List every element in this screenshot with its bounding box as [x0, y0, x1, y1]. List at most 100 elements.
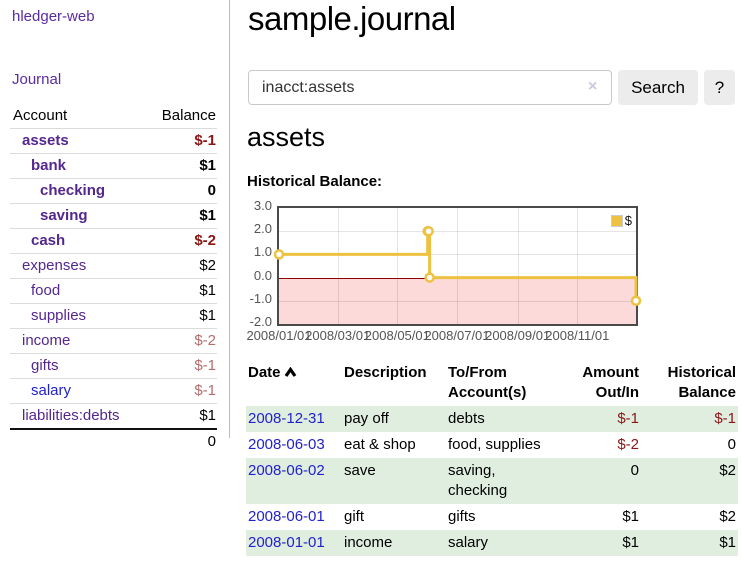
legend-swatch-icon: [610, 214, 623, 227]
sidebar: hledger-web Journal Account Balance asse…: [0, 0, 230, 454]
historical-balance-chart: $ 3.0 2.0 1.0 0.0 -1.0 -2.0 2008/01/01 2008/03…: [246, 198, 742, 346]
account-total-balance: 0: [142, 428, 217, 454]
account-link-salary[interactable]: salary: [31, 382, 72, 399]
transaction-date-link[interactable]: 2008-06-03: [248, 436, 325, 453]
transaction-date-link[interactable]: 2008-12-31: [248, 410, 325, 427]
chart-vertical-gridline: [517, 208, 519, 324]
chart-x-tick-label: 2008/01/01: [246, 328, 312, 343]
chart-x-tick-label: 2008/09/01: [485, 328, 551, 343]
register-table: Date Description To/From Account(s) Amou…: [246, 360, 738, 556]
account-balance: $1: [142, 203, 217, 229]
register-row: 2008-06-01 gift gifts $1 $2: [246, 504, 738, 530]
account-link-saving[interactable]: saving: [40, 207, 88, 224]
chart-horizontal-gridline: [279, 300, 636, 302]
chart-vertical-gridline: [577, 208, 579, 324]
page-title: sample.journal: [248, 0, 456, 37]
chart-x-tick-label: 2008/03/01: [305, 328, 371, 343]
table-row: checking 0: [10, 178, 217, 204]
search-input[interactable]: [248, 70, 612, 105]
transaction-accounts: gifts: [448, 508, 476, 525]
table-row: assets $-1: [10, 128, 217, 154]
account-balance: $-2: [142, 228, 217, 254]
chart-vertical-gridline: [457, 208, 458, 324]
table-row: salary $-1: [10, 378, 217, 404]
chart-series-line: [273, 225, 642, 307]
table-row: cash $-2: [10, 228, 217, 254]
transaction-description: pay off: [344, 410, 389, 427]
account-link-bank[interactable]: bank: [31, 157, 67, 174]
chart-negative-region: [279, 277, 636, 324]
transaction-balance: 0: [727, 436, 736, 453]
transaction-accounts: food, supplies: [448, 436, 541, 453]
tofrom-header: To/From Account(s): [448, 364, 527, 401]
chart-x-tick-label: 2008/05/01: [364, 328, 430, 343]
transaction-date-link[interactable]: 2008-06-02: [248, 462, 325, 479]
account-balance: $-2: [142, 328, 217, 354]
account-link-assets[interactable]: assets: [22, 132, 69, 149]
table-row: food $1: [10, 278, 217, 304]
account-balance: $-1: [142, 128, 217, 154]
table-row: liabilities:debts $1: [10, 403, 217, 429]
transaction-amount: $-2: [617, 436, 639, 453]
chart-legend: $: [609, 212, 633, 229]
chart-x-tick-label: 2008/11/01: [545, 328, 610, 343]
sort-by-date-header[interactable]: Date: [246, 360, 342, 406]
transaction-amount: $1: [622, 534, 639, 551]
table-row: saving $1: [10, 203, 217, 229]
chart-y-tick-label: 3.0: [253, 198, 272, 213]
account-link-expenses[interactable]: expenses: [22, 257, 87, 274]
chart-y-tick-label: 0.0: [253, 267, 272, 283]
chart-y-tick-label: 2.0: [253, 221, 272, 237]
chart-data-point: [424, 272, 435, 283]
account-link-supplies[interactable]: supplies: [31, 307, 87, 324]
transaction-accounts: saving, checking: [448, 462, 508, 499]
account-link-food[interactable]: food: [31, 282, 61, 299]
amount-header: Amount Out/In: [582, 364, 639, 401]
legend-label: $: [624, 213, 632, 228]
transaction-amount: 0: [630, 462, 639, 479]
help-button[interactable]: ?: [704, 70, 735, 105]
account-link-checking[interactable]: checking: [40, 182, 106, 199]
account-balance: $-1: [142, 353, 217, 379]
transaction-accounts: debts: [448, 410, 485, 427]
account-balance: $1: [142, 153, 217, 179]
transaction-amount: $-1: [617, 410, 639, 427]
transaction-date-link[interactable]: 2008-06-01: [248, 508, 325, 525]
brand-link[interactable]: hledger-web: [12, 8, 95, 25]
chart-heading: Historical Balance:: [247, 173, 383, 190]
account-link-gifts[interactable]: gifts: [31, 357, 59, 374]
account-balance: 0: [142, 178, 217, 204]
table-row: gifts $-1: [10, 353, 217, 379]
chart-plot-area: $: [273, 206, 642, 326]
transaction-balance: $2: [719, 508, 736, 525]
chart-data-point: [423, 225, 434, 237]
transaction-balance: $-1: [714, 410, 736, 427]
chart-y-tick-label: -2.0: [249, 314, 272, 329]
transaction-date-link[interactable]: 2008-01-01: [248, 534, 325, 551]
account-balance: $-1: [142, 378, 217, 404]
search-button[interactable]: Search: [618, 70, 698, 105]
sidebar-item-journal[interactable]: Journal: [12, 71, 62, 88]
table-row: expenses $2: [10, 253, 217, 279]
transaction-balance: $2: [719, 462, 736, 479]
register-row: 2008-06-02 save saving, checking 0 $2: [246, 458, 738, 504]
transaction-description: eat & shop: [344, 436, 416, 453]
transaction-accounts: salary: [448, 534, 489, 551]
register-row: 2008-01-01 income salary $1 $1: [246, 530, 738, 556]
account-link-liabilities-debts[interactable]: liabilities:debts: [22, 407, 120, 424]
chart-horizontal-gridline: [279, 231, 636, 233]
transaction-amount: $1: [622, 508, 639, 525]
table-row: income $-2: [10, 328, 217, 354]
account-link-income[interactable]: income: [22, 332, 71, 349]
transaction-description: income: [344, 534, 393, 551]
register-header-row: Date Description To/From Account(s) Amou…: [246, 360, 738, 406]
account-table-header: Account Balance: [10, 103, 217, 129]
table-row: bank $1: [10, 153, 217, 179]
account-heading: assets: [247, 122, 326, 152]
clear-search-icon[interactable]: ×: [588, 78, 598, 95]
table-row: supplies $1: [10, 303, 217, 329]
register-row: 2008-06-03 eat & shop food, supplies $-2…: [246, 432, 738, 458]
account-link-cash[interactable]: cash: [31, 232, 66, 249]
sort-ascending-icon: [284, 366, 296, 377]
chart-vertical-gridline: [397, 208, 399, 324]
